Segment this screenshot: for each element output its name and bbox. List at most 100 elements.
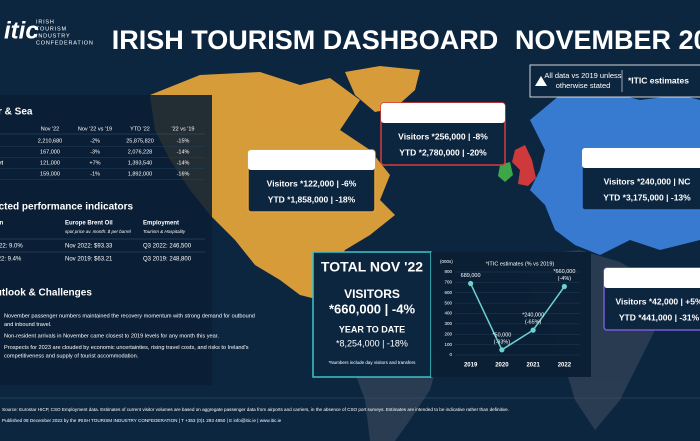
indicator-value: Oct 2022: 9.4%: [0, 257, 22, 263]
y-axis-label: (000s): [440, 259, 453, 264]
great-britain: [512, 145, 536, 186]
data-point: [499, 347, 505, 353]
region-ytd: YTD *3,175,000 | -13%: [603, 192, 691, 202]
data-point: [530, 327, 536, 333]
total-heading: TOTAL NOV '22: [321, 259, 423, 275]
y-tick-label: 0: [449, 352, 452, 357]
total-ytd: *8,254,000 | -18%: [336, 338, 408, 348]
table-cell: 2,210,680: [38, 138, 62, 144]
region-ytd: YTD *2,780,000 | -20%: [399, 147, 487, 157]
y-tick-label: 100: [444, 342, 452, 347]
table-cell: 2,076,228: [128, 149, 152, 155]
outlook-text: Prospects for 2023 are clouded by econom…: [4, 345, 249, 351]
data-label: (-4%): [558, 276, 572, 282]
notice-text: otherwise stated: [556, 81, 611, 90]
data-label: 689,000: [461, 273, 481, 279]
y-tick-label: 300: [444, 321, 452, 326]
region-title-bar: [248, 150, 375, 170]
y-tick-label: 700: [444, 280, 452, 285]
x-tick-label: 2021: [526, 363, 540, 369]
indicator-value: Q3 2022: 246,500: [143, 244, 192, 250]
section-heading: Selected performance indicators: [0, 202, 133, 213]
table-cell: -16%: [177, 171, 190, 177]
table-cell: 121,000: [40, 160, 60, 166]
greenland: [345, 66, 420, 112]
y-tick-label: 400: [444, 311, 452, 316]
table-cell: -14%: [177, 149, 190, 155]
notice-text: All data vs 2019 unless: [544, 71, 621, 80]
total-note: *Numbers include day visitors and transf…: [329, 360, 417, 365]
table-cell: +7%: [89, 160, 100, 166]
x-tick-label: 2022: [558, 363, 572, 369]
table-cell: 1,892,000: [128, 171, 152, 177]
region-name: North America: [274, 155, 350, 167]
series-line: [469, 283, 565, 351]
table-cell: -1%: [90, 171, 100, 177]
warning-icon: [535, 76, 547, 86]
table-header: YTD '22: [130, 126, 150, 132]
region-visitors: Visitors *240,000 | NC: [604, 176, 691, 186]
data-label: *660,000: [553, 269, 575, 275]
table-cell: 25,875,820: [126, 138, 154, 144]
region-name: Great Britain: [410, 108, 477, 120]
table-header: Nov '22 vs '19: [78, 126, 112, 132]
chart-box: [431, 252, 591, 377]
table-header: '22 vs '19: [172, 126, 195, 132]
org-name: CONFEDERATION: [36, 40, 94, 46]
indicator-value: Nov 2022: 9.0%: [0, 244, 23, 250]
org-name: IRISH: [36, 19, 55, 25]
region-ytd: YTD *441,000 | -31%: [619, 312, 700, 322]
total-visitors: *660,000 | -4%: [329, 301, 415, 316]
region-name: Continental Europe: [596, 153, 697, 165]
footer-published: Published 08 December 2022 by the IRISH …: [2, 418, 282, 423]
outlook-text: competitiveness and supply of tourist ac…: [4, 353, 139, 359]
indicator-value: Nov 2022: $93.33: [65, 244, 113, 250]
total-label: VISITORS: [344, 287, 400, 301]
region-name: Rest of World: [623, 273, 694, 285]
table-cell: 159,000: [40, 171, 60, 177]
region-visitors: Visitors *122,000 | -6%: [267, 178, 357, 188]
column-title: Inflation: [0, 221, 4, 227]
table-cell: 167,000: [40, 149, 60, 155]
column-title: Europe Brent Oil: [65, 221, 113, 227]
data-label: (-65%): [525, 320, 542, 326]
x-tick-label: 2020: [495, 363, 509, 369]
column-subtitle: spot price av. month: $ per barrel: [65, 229, 132, 234]
region-ytd: YTD *1,858,000 | -18%: [268, 194, 356, 204]
region-title-bar: [604, 268, 700, 288]
footer-source: Source: Eurostar HICP, CSO Employment da…: [2, 407, 509, 412]
total-label: YEAR TO DATE: [339, 324, 405, 334]
outlook-text: Non-resident arrivals in November came c…: [4, 333, 219, 339]
region-visitors: Visitors *256,000 | -8%: [398, 131, 488, 141]
y-tick-label: 200: [444, 331, 452, 336]
region-visitors: Visitors *42,000 | +5%: [615, 296, 700, 306]
left-panel: [0, 95, 212, 385]
table-cell: 1,393,540: [128, 160, 152, 166]
notice-badge: *ITIC estimates: [628, 75, 689, 85]
y-tick-label: 800: [444, 269, 452, 274]
logo: itic: [4, 17, 39, 44]
outlook-text: and inbound travel.: [4, 322, 52, 328]
data-label: *240,000: [522, 313, 544, 319]
notice-box: [529, 64, 700, 98]
region-title-bar: [582, 148, 700, 168]
section-heading: Outlook & Challenges: [0, 288, 92, 299]
column-subtitle: Tourism & Hospitality: [143, 229, 186, 234]
indicator-value: Nov 2019: $63.21: [65, 257, 113, 263]
chart-title: *ITIC estimates (% vs 2019): [486, 261, 555, 267]
column-title: Employment: [143, 221, 179, 227]
region-title-bar: [381, 103, 505, 123]
data-label: (-93%): [494, 339, 511, 345]
table-cell: -2%: [90, 138, 100, 144]
org-name: INDUSTRY: [36, 33, 70, 39]
month-title: NOVEMBER 2022: [515, 25, 700, 55]
y-tick-label: 500: [444, 300, 452, 305]
total-box: [312, 251, 432, 378]
x-tick-label: 2019: [464, 363, 478, 369]
table-cell: -14%: [177, 160, 190, 166]
table-cell: -3%: [90, 149, 100, 155]
outlook-text: November passenger numbers maintained th…: [4, 313, 255, 319]
indicator-value: Q3 2019: 248,800: [143, 257, 192, 263]
table-header: Nov '22: [41, 126, 59, 132]
